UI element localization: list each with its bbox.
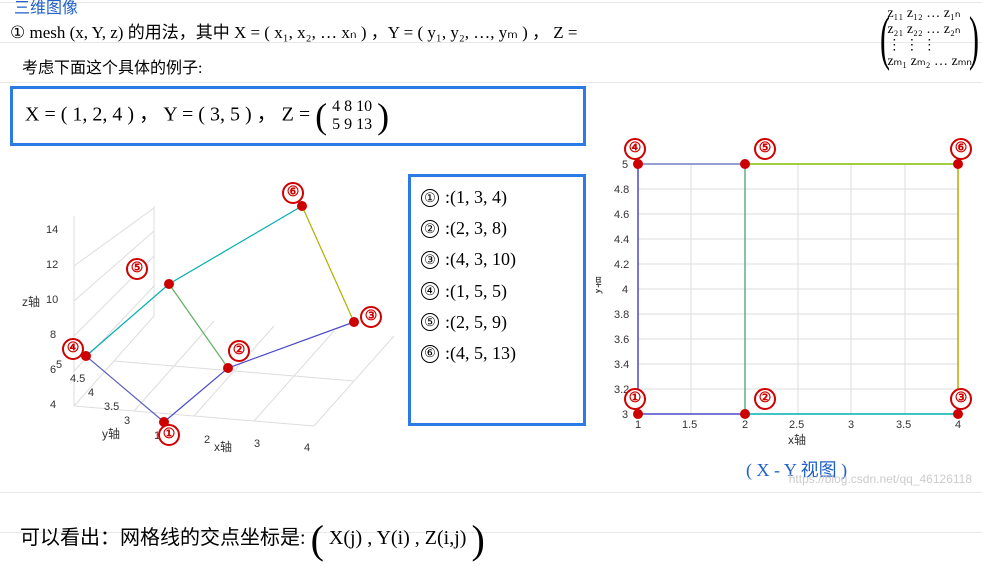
pt-label-6-icon: ⑥	[282, 182, 304, 204]
svg-text:4: 4	[50, 399, 56, 411]
svg-text:14: 14	[46, 224, 58, 236]
pt2d-2-icon: ②	[754, 388, 776, 410]
svg-text:12: 12	[46, 259, 58, 271]
example-xy: X = ( 1, 2, 4 ) ， Y = ( 3, 5 ) ， Z =	[25, 104, 310, 126]
svg-text:5: 5	[56, 359, 62, 371]
z-axis-label: z轴	[22, 294, 40, 309]
svg-text:1.5: 1.5	[682, 419, 697, 431]
svg-text:3: 3	[124, 415, 130, 427]
svg-text:8: 8	[50, 329, 56, 341]
svg-text:3: 3	[622, 409, 628, 421]
x-axis-label: x轴	[214, 439, 232, 454]
pt2d-6-icon: ⑥	[950, 138, 972, 160]
svg-text:3.6: 3.6	[614, 334, 629, 346]
svg-text:2.5: 2.5	[789, 419, 804, 431]
svg-text:1: 1	[635, 419, 641, 431]
pt2d-5-icon: ⑤	[754, 138, 776, 160]
xy-view-plot: 11.5 22.5 33.5 4 33.2 3.43.6 3.84 4.24.4…	[596, 152, 978, 448]
mesh-3d-plot: x轴 y轴 z轴 4 6 8 10 12 14 1 2 3 4 3 3.5 4 …	[4, 176, 404, 456]
pt-label-3-icon: ③	[360, 306, 382, 328]
example-intro: 考虑下面这个具体的例子:	[22, 54, 202, 78]
svg-text:4: 4	[88, 387, 94, 399]
watermark: https://blog.csdn.net/qq_46126118	[789, 472, 972, 486]
svg-text:2: 2	[204, 434, 210, 446]
svg-text:5: 5	[622, 159, 628, 171]
example-z-matrix: ( 4 8 10 5 9 13 )	[315, 95, 389, 137]
svg-text:3.5: 3.5	[896, 419, 911, 431]
conclusion-prefix: 可以看出：网格线的交点坐标是:	[20, 527, 306, 549]
pt-label-4-icon: ④	[62, 338, 84, 360]
svg-text:10: 10	[46, 294, 58, 306]
svg-text:y轴: y轴	[596, 276, 603, 294]
svg-text:x轴: x轴	[788, 432, 806, 447]
pt-label-5-icon: ⑤	[126, 258, 148, 280]
svg-text:3.4: 3.4	[614, 359, 629, 371]
svg-text:4.6: 4.6	[614, 209, 629, 221]
svg-text:4: 4	[304, 442, 310, 454]
pt2d-3-icon: ③	[950, 388, 972, 410]
svg-text:3: 3	[254, 438, 260, 450]
pt2d-4-icon: ④	[624, 138, 646, 160]
svg-text:4.5: 4.5	[70, 373, 85, 385]
pt2d-1-icon: ①	[624, 388, 646, 410]
svg-text:3.8: 3.8	[614, 309, 629, 321]
svg-text:4.4: 4.4	[614, 234, 629, 246]
conclusion-expr: X(j) , Y(i) , Z(i,j)	[329, 527, 467, 549]
header-note: 三维图像	[14, 0, 78, 18]
y-axis-label: y轴	[102, 426, 120, 441]
z-matrix-definition: ( z₁₁ z₁₂ … z₁ₙ z₂₁ z₂₂ … z₂ₙ ⋮ ⋮ ⋮ zₘ₁ …	[887, 6, 972, 70]
svg-text:3: 3	[848, 419, 854, 431]
pt-label-2-icon: ②	[228, 340, 250, 362]
svg-text:4: 4	[955, 419, 961, 431]
definition-line: ① mesh (x, Y, z) 的用法，其中 X = ( x₁, x₂, … …	[10, 18, 760, 43]
svg-text:4.2: 4.2	[614, 259, 629, 271]
svg-text:3.5: 3.5	[104, 401, 119, 413]
mesh-lines	[86, 206, 354, 422]
svg-text:2: 2	[742, 419, 748, 431]
pt-label-1-icon: ①	[158, 424, 180, 446]
conclusion-line: 可以看出：网格线的交点坐标是: ( X(j) , Y(i) , Z(i,j) )	[20, 516, 485, 563]
example-box: X = ( 1, 2, 4 ) ， Y = ( 3, 5 ) ， Z = ( 4…	[10, 86, 586, 146]
points-coord-box: ①: (1, 3, 4) ②: (2, 3, 8) ③: (4, 3, 10) …	[408, 174, 586, 426]
svg-text:4.8: 4.8	[614, 184, 629, 196]
svg-text:4: 4	[622, 284, 628, 296]
